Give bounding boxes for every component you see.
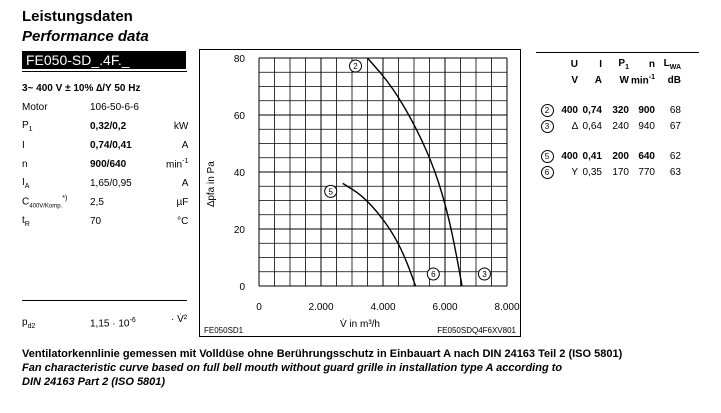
chart-corner-left: FE050SD1 bbox=[204, 326, 244, 335]
curve-marker-label: 3 bbox=[482, 270, 487, 279]
x-tick-label: 6.000 bbox=[432, 302, 457, 313]
supply-spec: 3~ 400 V ± 10% ∆/Y 50 Hz bbox=[22, 83, 141, 94]
spec-table: Motor 106-50-6-6 P1 0,32/0,2 kW I 0,74/0… bbox=[22, 98, 188, 231]
spec-label: P1 bbox=[22, 120, 33, 133]
x-tick-label: 0 bbox=[256, 302, 262, 313]
series-curve-5 bbox=[342, 182, 417, 287]
spec-unit: min-1 bbox=[166, 158, 189, 171]
chart-ticks: 0 20 40 60 80 0 2.000 4.000 6.000 8.000 bbox=[234, 54, 520, 313]
spec-row-current: I 0,74/0,41 A bbox=[22, 136, 188, 155]
spec-unit bbox=[166, 98, 188, 117]
op-row: 6 Y 0,35 170 770 63 bbox=[536, 164, 681, 180]
spec-label: tR bbox=[22, 215, 30, 228]
spec-value: 1,65/0,95 bbox=[90, 178, 132, 189]
op-header-row: U I P1 n LWA bbox=[536, 56, 681, 72]
marker-icon: 2 bbox=[540, 103, 554, 117]
curve-marker-label: 5 bbox=[328, 187, 333, 196]
pd-unit: · V̇² bbox=[171, 314, 188, 325]
spec-label: C400V/Komp.*) bbox=[22, 195, 68, 210]
spec-row-speed: n 900/640 min-1 bbox=[22, 155, 188, 174]
spec-label: Motor bbox=[22, 102, 48, 113]
y-tick-label: 60 bbox=[234, 111, 246, 122]
pd-label: pd2 bbox=[22, 317, 36, 330]
op-header: LWA bbox=[663, 57, 681, 71]
op-header: P1 bbox=[618, 57, 629, 71]
y-tick-label: 0 bbox=[239, 282, 245, 293]
op-unit: dB bbox=[667, 74, 681, 86]
spec-unit: A bbox=[181, 140, 189, 151]
marker-icon: 3 bbox=[540, 119, 554, 133]
y-tick-label: 80 bbox=[234, 54, 246, 65]
spec-value: 0,32/0,2 bbox=[90, 121, 127, 132]
chart-grid bbox=[258, 57, 508, 287]
curve-marker-5 bbox=[324, 184, 338, 198]
chart-frame: 0 20 40 60 80 0 2.000 4.000 6.000 8.000 2 5 6 3 ∆pfa… bbox=[199, 49, 521, 337]
op-row: 2 400 0,74 320 900 68 bbox=[536, 102, 681, 118]
curve-marker-label: 2 bbox=[353, 62, 358, 71]
spec-unit: A bbox=[181, 178, 189, 189]
spec-value: 2,5 bbox=[90, 197, 104, 208]
op-unit: W bbox=[619, 74, 629, 86]
op-units-row: V A W min-1 dB bbox=[536, 72, 681, 88]
op-unit: V bbox=[571, 74, 578, 86]
series-curve-2 bbox=[366, 57, 463, 287]
title-english: Performance data bbox=[22, 28, 149, 45]
y-tick-label: 40 bbox=[234, 168, 246, 179]
x-tick-label: 4.000 bbox=[370, 302, 395, 313]
footnote-english-1: Fan characteristic curve based on full b… bbox=[22, 362, 563, 374]
spec-unit: kW bbox=[173, 121, 189, 132]
spec-value: 70 bbox=[90, 216, 102, 227]
spec-value: 900/640 bbox=[90, 159, 127, 170]
footnote-english-2: DIN 24163 Part 2 (ISO 5801) bbox=[22, 376, 166, 388]
op-header: n bbox=[648, 58, 655, 70]
chart-curves bbox=[342, 57, 463, 287]
spec-unit: °C bbox=[177, 216, 189, 227]
op-unit: min-1 bbox=[630, 73, 655, 87]
op-row: 3 ∆ 0,64 240 940 67 bbox=[536, 118, 681, 134]
op-header: U bbox=[570, 58, 578, 70]
op-table-divider-top bbox=[536, 52, 699, 53]
op-unit: A bbox=[594, 74, 602, 86]
operating-table: U I P1 n LWA V A W min-1 dB 2 400 0,74 3… bbox=[536, 56, 681, 180]
spec-row-motor: Motor 106-50-6-6 bbox=[22, 98, 188, 117]
fan-curve-chart: 0 20 40 60 80 0 2.000 4.000 6.000 8.000 2 5 6 3 ∆pfa… bbox=[204, 54, 520, 335]
divider-top bbox=[22, 71, 187, 72]
spec-unit: µF bbox=[176, 197, 189, 208]
spec-value: 106-50-6-6 bbox=[90, 102, 139, 113]
chart-markers: 2 5 6 3 bbox=[324, 59, 491, 281]
model-label: FE050-SD_.4F._ bbox=[22, 51, 186, 69]
spec-value: 0,74/0,41 bbox=[90, 140, 132, 151]
divider-bottom bbox=[22, 300, 187, 301]
x-axis-label: V̇ in m³/h bbox=[340, 317, 380, 330]
spec-label: I bbox=[22, 140, 25, 151]
x-tick-label: 8.000 bbox=[494, 302, 519, 313]
marker-icon: 6 bbox=[540, 165, 554, 179]
spec-row-capacitor: C400V/Komp.*) 2,5 µF bbox=[22, 193, 188, 212]
y-axis-label: ∆pfa in Pa bbox=[206, 161, 217, 207]
spec-row-power: P1 0,32/0,2 kW bbox=[22, 117, 188, 136]
footnote-german: Ventilatorkennlinie gemessen mit Volldüs… bbox=[22, 348, 623, 360]
curve-marker-2 bbox=[349, 59, 362, 73]
curve-marker-3 bbox=[477, 267, 491, 281]
curve-marker-6 bbox=[426, 267, 440, 281]
op-row: 5 400 0,41 200 640 62 bbox=[536, 148, 681, 164]
chart-corner-right: FE050SDQ4F6XV801 bbox=[437, 326, 516, 335]
y-tick-label: 20 bbox=[234, 225, 246, 236]
spec-label: n bbox=[22, 159, 28, 170]
title-german: Leistungsdaten bbox=[22, 8, 133, 25]
marker-icon: 5 bbox=[540, 149, 554, 163]
op-header: I bbox=[599, 58, 602, 70]
curve-marker-label: 6 bbox=[431, 270, 436, 279]
spec-label: IA bbox=[22, 177, 30, 190]
pd-value: 1,15 · 10-6 bbox=[90, 317, 136, 330]
spec-row-temperature: tR 70 °C bbox=[22, 212, 188, 231]
spec-row-starting-current: IA 1,65/0,95 A bbox=[22, 174, 188, 193]
x-tick-label: 2.000 bbox=[308, 302, 333, 313]
